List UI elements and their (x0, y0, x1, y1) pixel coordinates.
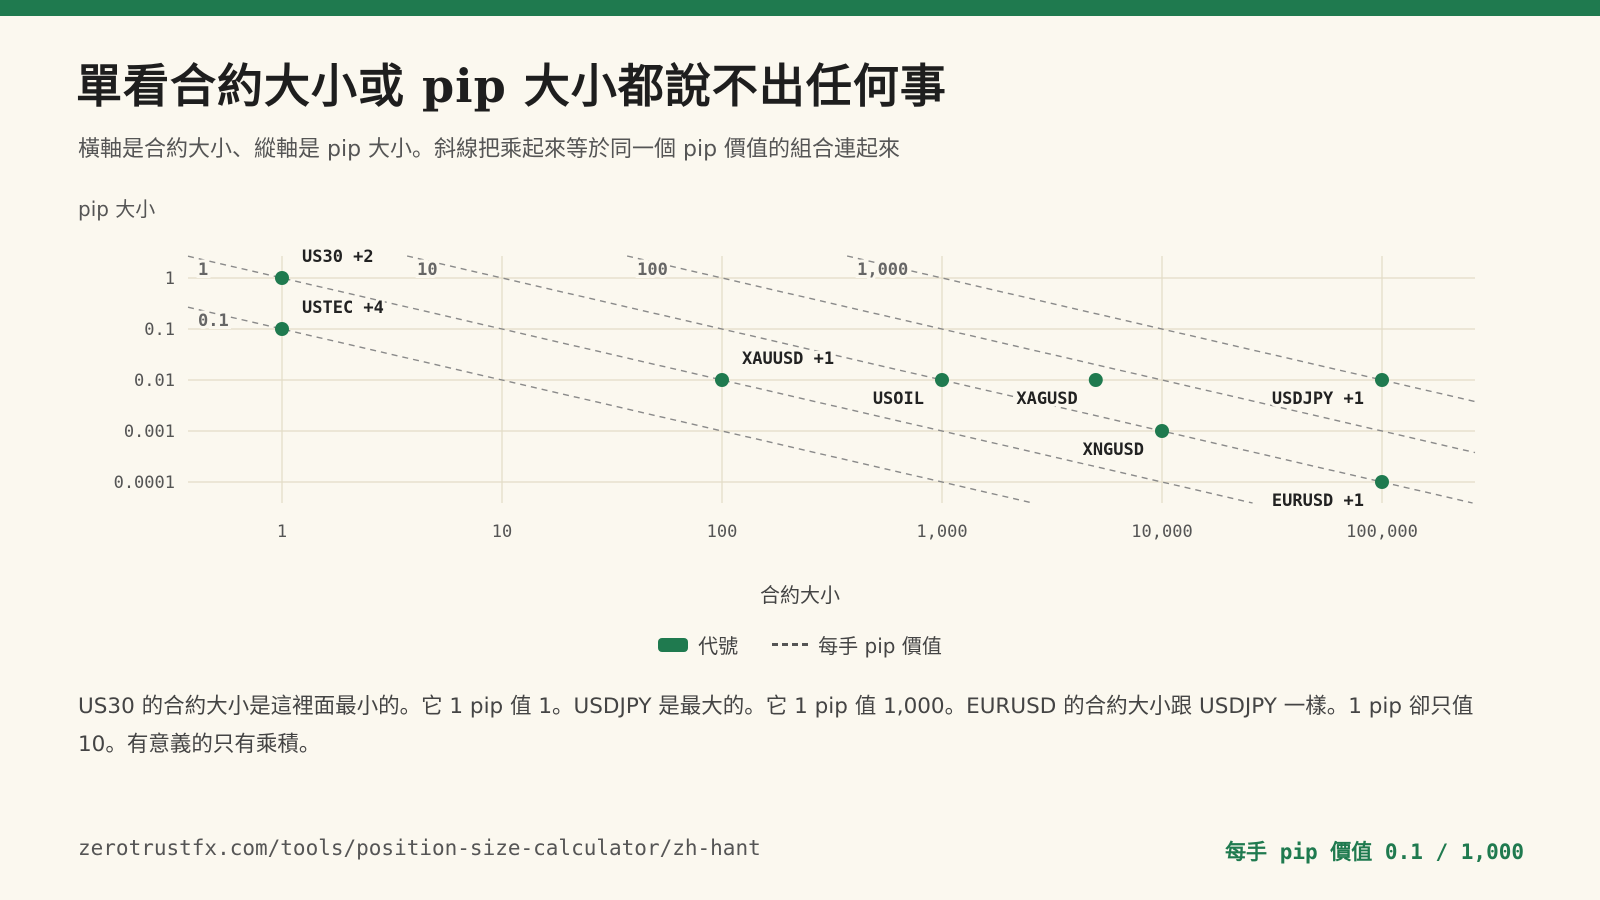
x-axis-title: 合約大小 (760, 583, 840, 607)
x-tick-label: 10,000 (1131, 522, 1192, 542)
x-tick-label: 1,000 (916, 522, 967, 542)
point-label: XAUUSD +1 (742, 349, 834, 369)
iso-line-label: 0.1 (198, 311, 229, 331)
y-tick-label: 0.01 (134, 371, 175, 391)
y-tick-label: 0.1 (144, 320, 175, 340)
point-label: USDJPY +1 (1272, 389, 1364, 409)
data-point (1375, 475, 1389, 489)
y-tick-label: 1 (165, 269, 175, 289)
data-point (275, 271, 289, 285)
point-label: USTEC +4 (302, 298, 384, 318)
iso-pip-value-line (187, 306, 1033, 504)
data-point (1088, 373, 1103, 387)
data-point (715, 373, 729, 387)
legend-item-symbol: 代號 (658, 630, 738, 659)
iso-pip-value-line (846, 255, 1476, 403)
legend-item-pip-value: 每手 pip 價值 (772, 630, 942, 659)
iso-line-label: 1,000 (857, 260, 908, 280)
pip-value-range: 每手 pip 價值 0.1 / 1,000 (1225, 840, 1524, 864)
point-label: USOIL (873, 389, 924, 409)
point-label: XNGUSD (1083, 440, 1144, 460)
point-label: US30 +2 (302, 247, 374, 267)
y-tick-label: 0.0001 (114, 473, 175, 493)
data-point (275, 322, 289, 336)
point-label: XAGUSD (1016, 389, 1077, 409)
source-url: zerotrustfx.com/tools/position-size-calc… (78, 836, 761, 860)
iso-pip-value-line (626, 255, 1476, 454)
data-point (1375, 373, 1389, 387)
point-label: EURUSD +1 (1272, 491, 1364, 511)
legend-swatch-pip-value (772, 643, 809, 646)
iso-line-label: 100 (637, 260, 668, 280)
iso-line-label: 10 (417, 260, 437, 280)
y-axis-title: pip 大小 (78, 197, 156, 221)
page-subtitle: 橫軸是合約大小、縱軸是 pip 大小。斜線把乘起來等於同一個 pip 價值的組合… (78, 137, 901, 162)
data-point (1155, 424, 1169, 438)
x-tick-label: 100,000 (1346, 522, 1418, 542)
top-accent-bar (0, 0, 1600, 16)
legend-swatch-symbol (658, 637, 689, 652)
x-tick-label: 10 (492, 522, 512, 542)
x-tick-label: 100 (707, 522, 738, 542)
explanation-text: US30 的合約大小是這裡面最小的。它 1 pip 值 1。USDJPY 是最大… (78, 694, 1474, 757)
data-point (935, 373, 949, 387)
legend-label-pip-value: 每手 pip 價值 (818, 634, 942, 658)
x-tick-label: 1 (277, 522, 287, 542)
page-title: 單看合約大小或 pip 大小都說不出任何事 (76, 59, 947, 113)
chart-legend: 代號 每手 pip 價值 (0, 630, 1600, 659)
y-tick-label: 0.001 (124, 422, 175, 442)
iso-line-label: 1 (198, 260, 208, 280)
legend-label-symbol: 代號 (698, 634, 739, 658)
